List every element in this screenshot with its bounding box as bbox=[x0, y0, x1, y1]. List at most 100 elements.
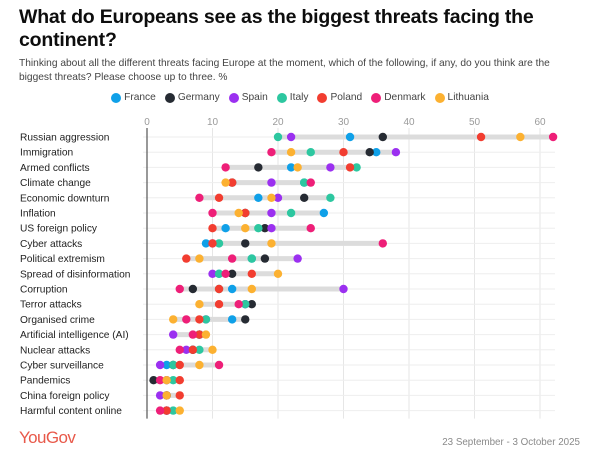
legend-item-denmark: Denmark bbox=[371, 92, 426, 103]
category-label: Corruption bbox=[20, 285, 68, 296]
dot-germany bbox=[188, 284, 198, 294]
dot-denmark bbox=[155, 376, 165, 385]
dot-italy bbox=[214, 239, 224, 248]
dot-lithuania bbox=[162, 376, 171, 385]
dot-poland bbox=[195, 315, 204, 324]
dot-spain bbox=[208, 269, 217, 278]
dot-poland bbox=[476, 132, 486, 142]
dot-germany bbox=[300, 193, 309, 202]
dot-denmark bbox=[182, 315, 191, 324]
dot-italy bbox=[169, 360, 178, 370]
dot-poland bbox=[227, 178, 237, 187]
category-label: Terror attacks bbox=[20, 300, 82, 311]
dot-italy bbox=[306, 148, 315, 157]
category-label: Armed conflicts bbox=[20, 163, 90, 174]
dot-france bbox=[286, 163, 296, 172]
dot-italy bbox=[241, 300, 250, 309]
category-label: US foreign policy bbox=[20, 224, 98, 235]
legend: France Germany Spain Italy Poland Denmark Lith… bbox=[0, 92, 600, 103]
category-label: Immigration bbox=[20, 148, 73, 159]
dot-lithuania bbox=[195, 254, 204, 263]
legend-swatch bbox=[111, 92, 122, 103]
legend-label: Lithuania bbox=[447, 92, 489, 103]
dot-poland bbox=[175, 376, 184, 385]
yougov-logo: YouGov bbox=[19, 428, 76, 447]
dot-italy bbox=[169, 406, 178, 415]
dot-denmark bbox=[306, 224, 315, 233]
dot-spain bbox=[339, 284, 348, 294]
dot-spain bbox=[267, 224, 276, 233]
dot-spain bbox=[182, 345, 191, 354]
legend-item-poland: Poland bbox=[317, 92, 362, 103]
dot-denmark bbox=[306, 178, 315, 187]
dot-lithuania bbox=[267, 193, 276, 202]
dot-italy bbox=[201, 315, 211, 324]
legend-label: Denmark bbox=[384, 92, 426, 103]
dot-italy bbox=[169, 376, 178, 385]
dot-denmark bbox=[175, 284, 184, 294]
dot-spain bbox=[326, 163, 335, 172]
dot-france bbox=[345, 132, 355, 142]
dot-italy bbox=[247, 254, 256, 263]
dot-lithuania bbox=[162, 391, 171, 400]
dot-plot-chart: 0 10 20 30 40 50 60 Russian aggression Immigrati… bbox=[20, 117, 558, 419]
dot-italy bbox=[195, 345, 204, 354]
legend-label: Italy bbox=[289, 92, 309, 103]
dot-lithuania bbox=[516, 132, 525, 142]
dot-denmark bbox=[227, 254, 237, 263]
dot-italy bbox=[300, 178, 309, 187]
x-tick-label: 30 bbox=[338, 117, 350, 128]
legend-swatch bbox=[276, 92, 287, 103]
dot-germany bbox=[365, 148, 374, 157]
dot-lithuania bbox=[286, 148, 296, 157]
dot-lithuania bbox=[247, 284, 256, 294]
dot-lithuania bbox=[195, 300, 204, 309]
dot-spain bbox=[293, 254, 302, 263]
dot-italy bbox=[286, 208, 296, 218]
category-label: China foreign policy bbox=[20, 391, 110, 402]
dot-poland bbox=[208, 239, 217, 248]
chart-title: What do Europeans see as the biggest thr… bbox=[19, 6, 534, 51]
dot-poland bbox=[175, 391, 184, 400]
category-label: Inflation bbox=[20, 209, 56, 220]
legend-label: Germany bbox=[177, 92, 220, 103]
dot-poland bbox=[241, 208, 250, 218]
dot-poland bbox=[339, 148, 348, 157]
legend-item-france: France bbox=[111, 92, 156, 103]
dot-france bbox=[227, 315, 237, 324]
dot-denmark bbox=[175, 345, 184, 354]
legend-item-germany: Germany bbox=[164, 92, 220, 103]
dot-spain bbox=[273, 193, 283, 202]
category-label: Organised crime bbox=[20, 315, 95, 326]
dot-italy bbox=[273, 132, 283, 142]
dot-france bbox=[201, 239, 211, 248]
dot-lithuania bbox=[293, 163, 302, 172]
dot-poland bbox=[345, 163, 355, 172]
dot-germany bbox=[227, 269, 237, 278]
dot-italy bbox=[326, 193, 335, 202]
dot-poland bbox=[214, 193, 224, 202]
dot-germany bbox=[260, 224, 270, 233]
x-tick-label: 50 bbox=[469, 117, 481, 128]
legend-label: France bbox=[124, 92, 156, 103]
dot-poland bbox=[175, 360, 184, 370]
dot-france bbox=[162, 360, 171, 370]
legend-item-spain: Spain bbox=[228, 92, 268, 103]
dot-denmark bbox=[234, 300, 243, 309]
dot-poland bbox=[214, 300, 224, 309]
dot-denmark bbox=[214, 360, 224, 370]
dot-germany bbox=[149, 376, 158, 385]
dot-poland bbox=[188, 345, 198, 354]
chart-subtitle: Thinking about all the different threats… bbox=[19, 58, 550, 83]
dot-denmark bbox=[155, 406, 165, 415]
dot-poland bbox=[195, 330, 204, 339]
dot-germany bbox=[247, 300, 256, 309]
dot-poland bbox=[214, 284, 224, 294]
dot-lithuania bbox=[221, 178, 230, 187]
dot-france bbox=[372, 148, 381, 157]
dot-italy bbox=[214, 269, 224, 278]
dot-lithuania bbox=[208, 345, 217, 354]
dot-spain bbox=[169, 330, 178, 339]
dot-germany bbox=[378, 132, 387, 142]
legend-swatch bbox=[228, 92, 239, 103]
